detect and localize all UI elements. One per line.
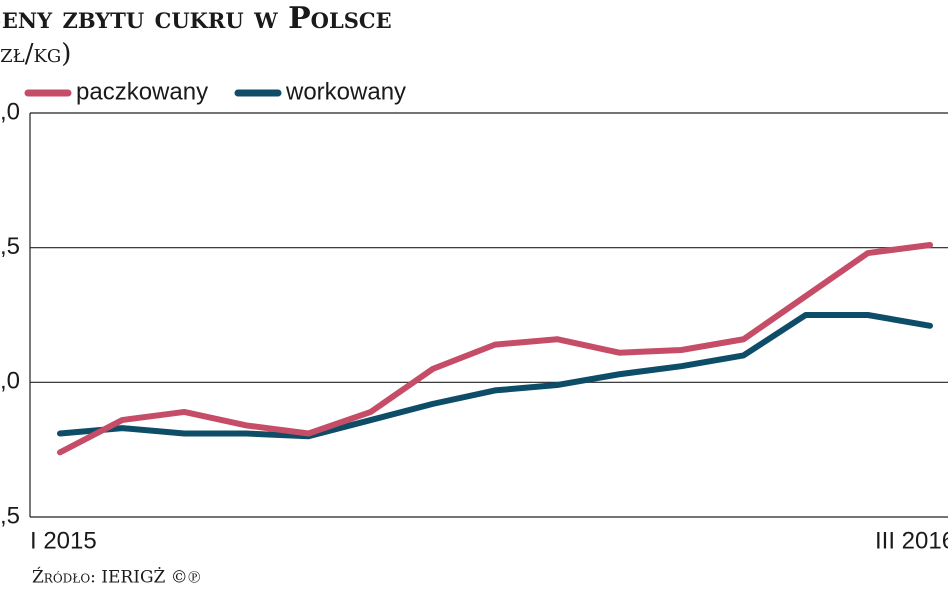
y-tick-label: 3,0	[0, 98, 20, 125]
y-tick-label: 2,0	[0, 368, 20, 395]
x-tick-label: I 2015	[30, 527, 97, 554]
series-line	[57, 241, 933, 456]
source: Źródło: IERIGŻ ©℗	[32, 567, 201, 588]
x-tick-label: III 2016	[875, 527, 948, 554]
chart-title: Ceny zbytu cukru w Polsce	[0, 1, 392, 36]
y-tick-label: 1,5	[0, 502, 20, 529]
chart-subtitle: (zł/kg)	[0, 39, 71, 69]
series-line	[57, 312, 933, 440]
y-tick-label: 2,5	[0, 233, 20, 260]
legend-label: paczkowany	[76, 78, 208, 105]
legend-label: workowany	[285, 78, 406, 105]
